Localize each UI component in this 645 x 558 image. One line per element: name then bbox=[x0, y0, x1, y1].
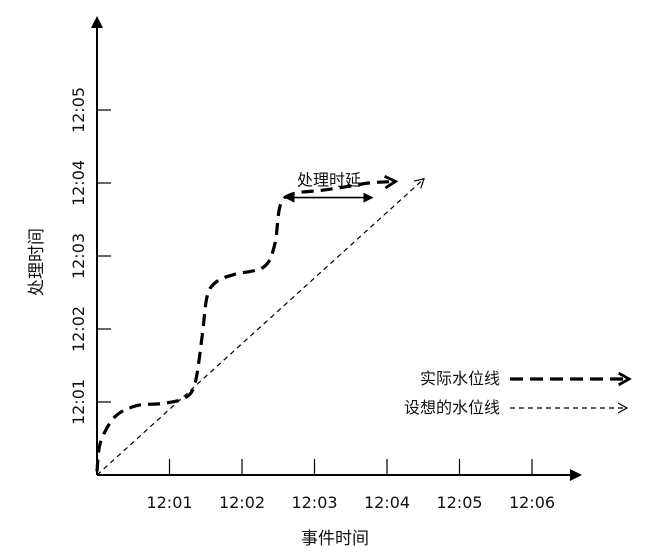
y-tick-label: 12:02 bbox=[69, 306, 88, 352]
x-tick-label: 12:02 bbox=[219, 493, 265, 512]
processing-delay-annotation: 处理时延 bbox=[284, 171, 374, 203]
y-axis-ticks: 12:01 12:02 12:03 12:04 12:05 bbox=[69, 87, 111, 425]
x-tick-label: 12:05 bbox=[436, 493, 482, 512]
x-tick-label: 12:03 bbox=[291, 493, 337, 512]
processing-delay-label: 处理时延 bbox=[297, 171, 361, 190]
legend-label-assumed: 设想的水位线 bbox=[404, 398, 500, 417]
series-layer bbox=[95, 177, 425, 476]
x-tick-label: 12:06 bbox=[509, 493, 555, 512]
y-tick-label: 12:05 bbox=[69, 87, 88, 133]
legend-item-assumed: 设想的水位线 bbox=[404, 398, 629, 417]
x-tick-label: 12:01 bbox=[146, 493, 192, 512]
series-line-actual-watermark bbox=[95, 182, 394, 472]
x-tick-label: 12:04 bbox=[364, 493, 410, 512]
series-line-assumed-watermark bbox=[96, 177, 425, 476]
y-tick-label: 12:01 bbox=[69, 379, 88, 425]
y-tick-label: 12:04 bbox=[69, 160, 88, 206]
y-axis-title: 处理时间 bbox=[27, 228, 47, 296]
legend-label-actual: 实际水位线 bbox=[420, 369, 500, 388]
x-axis-title: 事件时间 bbox=[301, 529, 369, 549]
legend: 实际水位线 设想的水位线 bbox=[404, 369, 628, 417]
y-tick-label: 12:03 bbox=[69, 233, 88, 279]
x-axis-ticks: 12:01 12:02 12:03 12:04 12:05 12:06 bbox=[146, 459, 555, 512]
legend-item-actual: 实际水位线 bbox=[420, 369, 628, 388]
